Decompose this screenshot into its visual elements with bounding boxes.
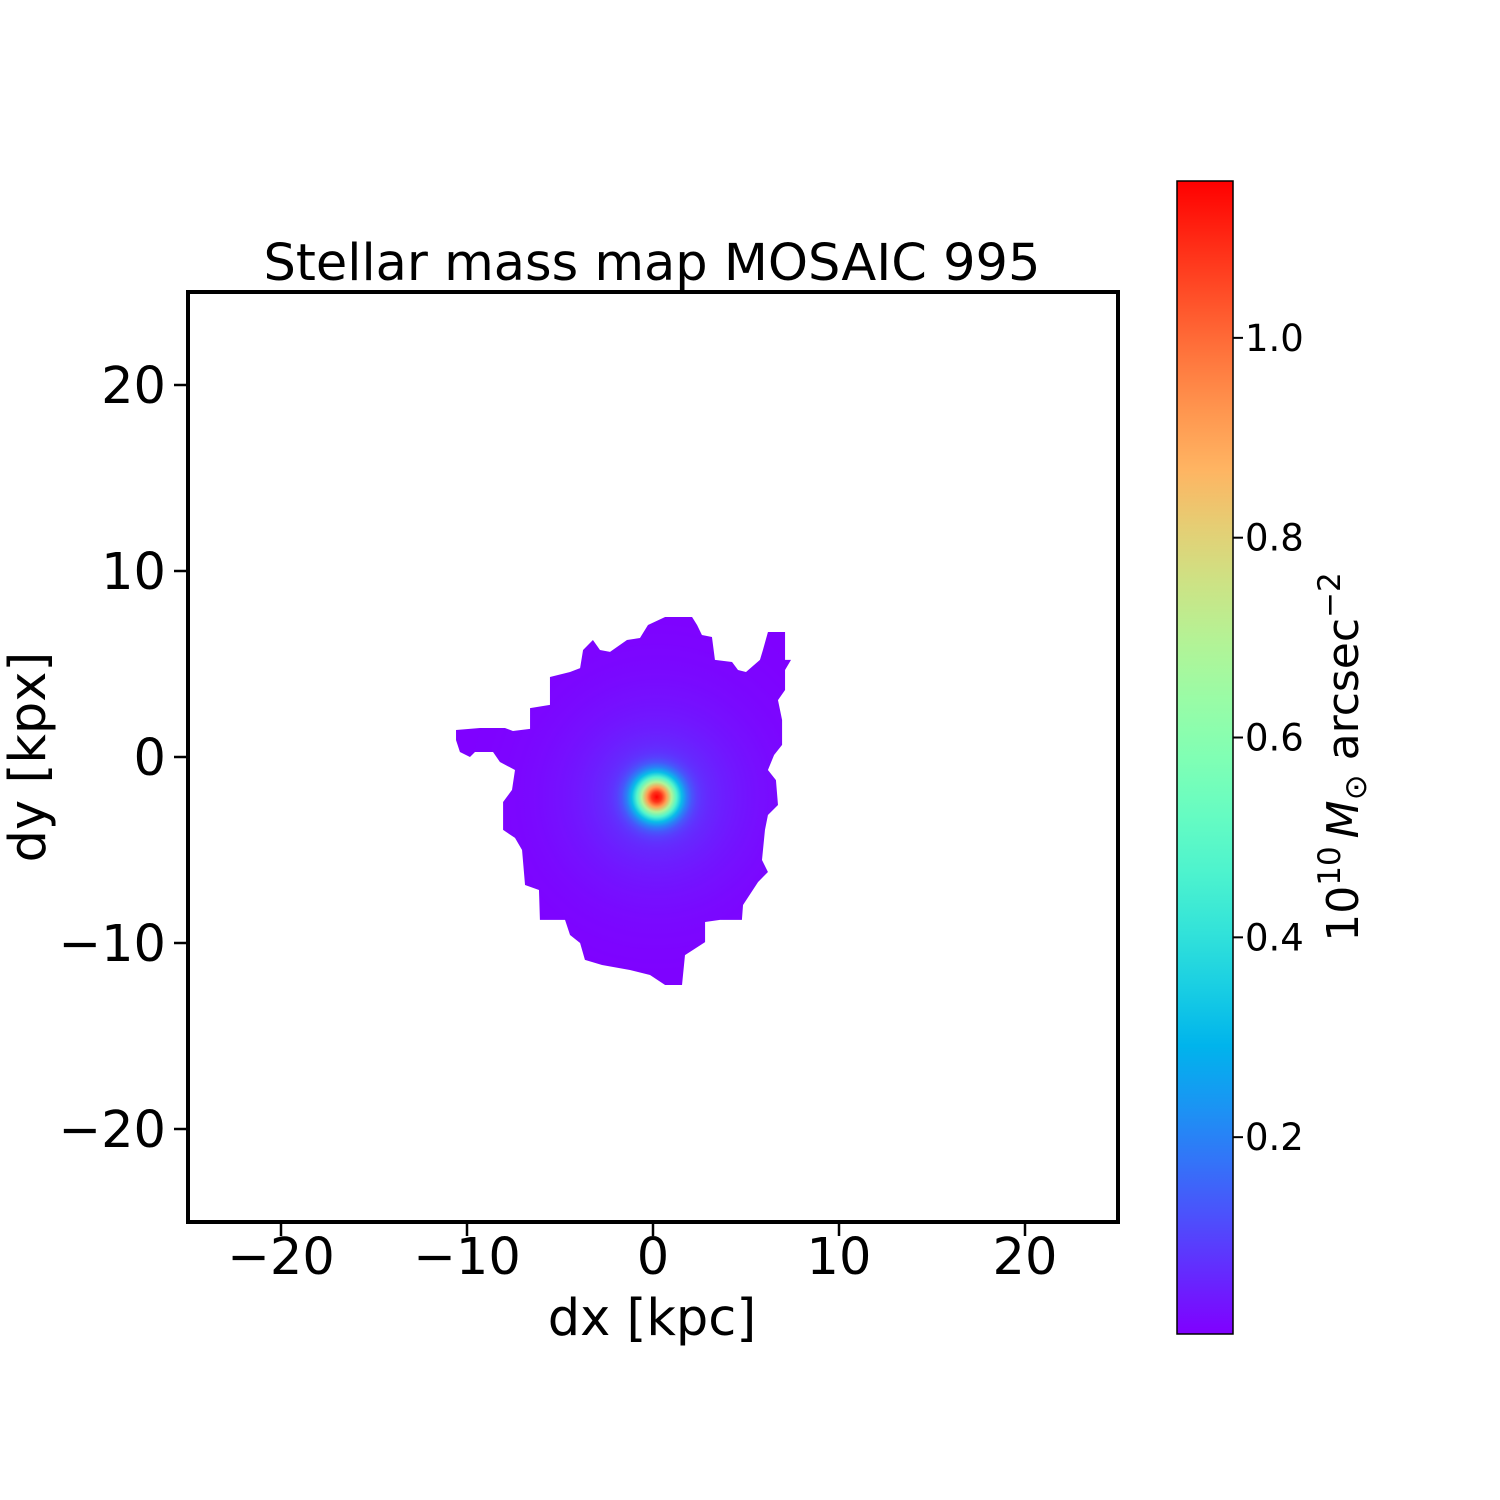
colorbar-tick-label: 0.4 [1245,916,1304,959]
x-tick-label: 20 [993,1228,1058,1287]
y-axis-label: dy [kpx] [0,652,58,863]
x-tick-label: −20 [227,1228,335,1287]
x-axis-label: dx [kpc] [548,1289,757,1348]
colorbar-tick-label: 0.2 [1245,1116,1304,1159]
chart-title: Stellar mass map MOSAIC 995 [264,234,1041,293]
colorbar-label: 1010M⊙ arcsec−2 [1312,572,1374,942]
y-tick-label: 10 [101,543,166,602]
y-tick-label: 20 [101,357,166,416]
colorbar-tick-label: 0.6 [1245,717,1304,760]
x-tick-label: 10 [807,1228,872,1287]
heatmap-image [456,616,792,986]
colorbar [1176,180,1234,1335]
galaxy-mass-region [456,616,792,986]
x-tick-label: 0 [637,1228,669,1287]
colorbar-tick-label: 1.0 [1245,317,1304,360]
x-tick-label: −10 [413,1228,521,1287]
colorbar-tick-label: 0.8 [1245,517,1304,560]
y-tick-label: 0 [134,729,166,788]
y-tick-label: −20 [58,1101,166,1160]
y-tick-label: −10 [58,915,166,974]
